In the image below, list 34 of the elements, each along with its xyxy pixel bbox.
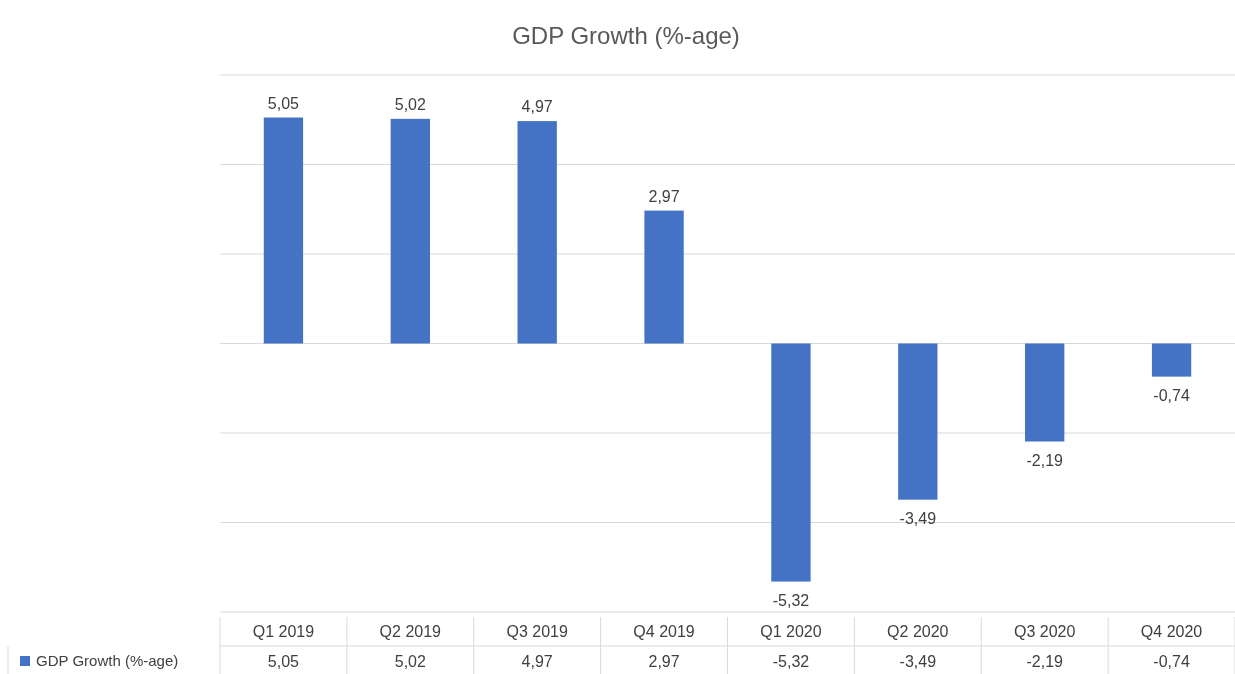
x-tick-label: Q4 2019 <box>633 623 695 640</box>
x-tick-label: Q1 2019 <box>252 623 315 640</box>
data-label: -0,74 <box>1153 653 1190 670</box>
data-label: 4,97 <box>521 653 553 670</box>
bar <box>771 343 811 582</box>
text: -3,49 <box>899 509 937 527</box>
legend-label: GDP Growth (%-age) <box>36 652 179 669</box>
data-label: 2,97 <box>648 653 680 670</box>
text: 5,02 <box>394 95 426 113</box>
x-tick-label: Q3 2019 <box>506 623 568 640</box>
x-tick-label: Q1 2020 <box>760 623 822 640</box>
bar <box>1151 343 1192 377</box>
text: -5,32 <box>772 591 810 609</box>
data-label: -3,49 <box>899 653 937 670</box>
bar <box>517 121 557 344</box>
text: -2,19 <box>1026 451 1063 469</box>
text: 2,97 <box>648 187 680 205</box>
data-label: -2,19 <box>1026 653 1064 670</box>
bar <box>1025 343 1065 442</box>
bar <box>644 210 684 344</box>
data-label: -5,32 <box>772 653 810 670</box>
chart-title: GDP Growth (%-age) <box>512 22 740 49</box>
bar <box>263 117 304 344</box>
x-tick-label: Q2 2019 <box>379 623 442 640</box>
x-tick-label: Q2 2020 <box>887 623 949 640</box>
data-label: 5,05 <box>267 653 300 670</box>
data-label: 5,02 <box>394 653 426 670</box>
x-tick-label: Q4 2020 <box>1140 623 1203 640</box>
bar <box>898 343 938 500</box>
text: 5,05 <box>267 94 300 112</box>
text: -0,74 <box>1153 386 1190 404</box>
text: 4,97 <box>521 98 553 116</box>
bar <box>390 118 430 344</box>
x-tick-label: Q3 2020 <box>1013 623 1076 640</box>
